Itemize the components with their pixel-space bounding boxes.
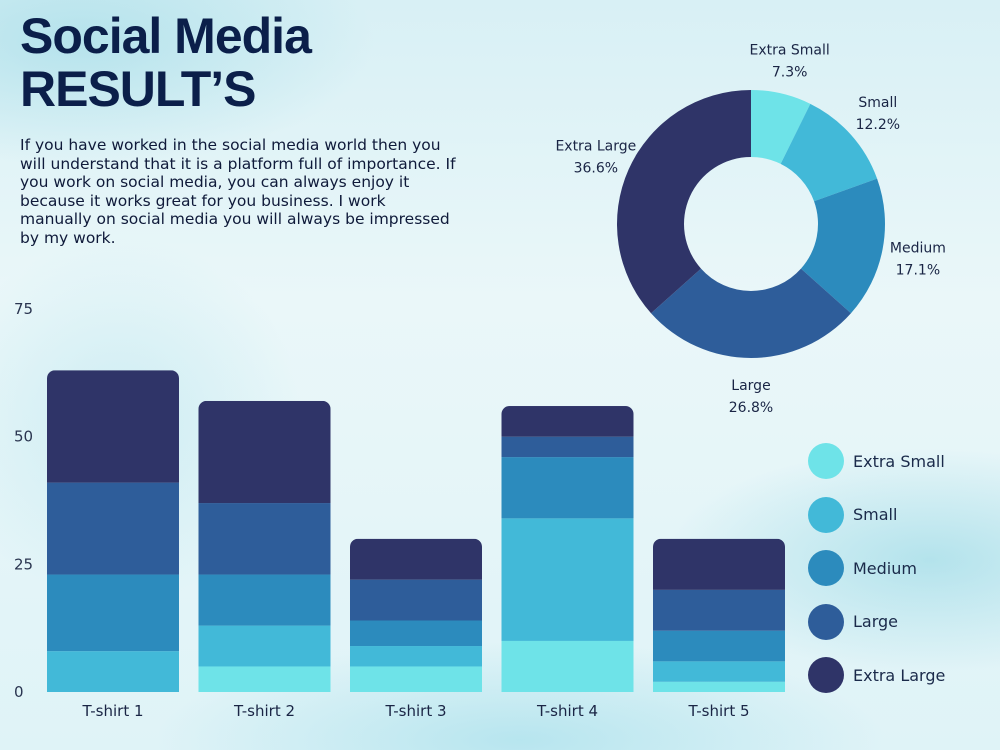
bar-group-t-shirt-2 [198,400,331,692]
legend-swatch [808,603,844,640]
bar-segment-extra-large [198,400,331,504]
slice-value-label: 26.8% [729,400,773,416]
bar-segment-extra-small [350,666,482,692]
slice-name-label: Large [731,378,770,394]
bar-segment-extra-small [198,666,331,692]
legend-label: Small [853,505,898,524]
bar-segment-medium [501,457,634,519]
bar-segment-medium [653,630,785,662]
slice-label-extra-large: Extra Large 36.6% [555,139,636,177]
bar-segment-large [47,482,179,575]
bar-segment-extra-large [501,406,634,437]
slice-label-medium: Medium 17.1% [890,240,946,278]
title-line-1: Social Media [20,8,312,64]
bar-segment-small [198,625,331,667]
bar-segment-large [350,579,482,621]
x-tick-label: T-shirt 5 [687,702,749,720]
bar-group-t-shirt-4 [501,406,634,692]
slice-label-extra-small: Extra Small 7.3% [749,42,829,80]
x-tick-label: T-shirt 2 [233,702,295,720]
bar-segment-extra-large [350,538,482,580]
legend-swatch [808,657,844,693]
bar-segment-small [47,651,179,692]
bar-segment-small [501,518,634,641]
bar-segment-medium [350,620,482,647]
bar-segment-large [501,436,634,458]
description-text: If you have worked in the social media w… [20,136,456,247]
legend-item-large: Large [808,603,945,640]
donut-slice-extra-small [751,90,811,164]
x-tick-label: T-shirt 3 [384,702,446,720]
bar-segment-small [653,661,785,682]
slice-label-small: Small 12.2% [856,95,900,133]
donut-slice-extra-large [616,90,751,314]
donut-slice-large [651,268,851,358]
bar-segment-extra-large [47,370,179,483]
slice-label-large: Large 26.8% [729,378,773,416]
bar-segment-small [350,646,482,667]
bar-segment-large [198,503,331,575]
y-tick-label: 75 [14,300,33,318]
legend-item-extra-small: Extra Small [808,443,945,479]
title-line-2: RESULT’S [20,61,257,117]
bar-group-t-shirt-3 [350,538,482,692]
legend-label: Extra Large [853,665,946,685]
bar-segment-medium [198,574,331,626]
slice-name-label: Extra Large [555,139,636,155]
legend-label: Medium [853,558,917,578]
bar-segment-extra-small [501,640,634,692]
donut-slice-medium [800,178,885,314]
legend-swatch [808,496,844,533]
chart-legend: Extra Small Small Medium Large Extra Large [808,443,945,711]
slice-value-label: 7.3% [772,64,808,80]
slice-value-label: 17.1% [896,262,940,278]
legend-item-small: Small [808,496,945,533]
page-title: Social Media RESULT’S [20,10,440,116]
bar-segment-extra-large [653,538,785,590]
legend-item-medium: Medium [808,550,945,586]
slice-name-label: Extra Small [749,42,829,58]
bar-segment-medium [47,574,179,652]
slice-name-label: Small [858,95,897,111]
legend-label: Large [853,612,899,631]
bar-segment-large [653,589,785,631]
bar-group-t-shirt-5 [653,538,785,692]
bar-segment-extra-small [653,681,785,692]
bar-group-t-shirt-1 [47,370,179,692]
y-tick-label: 50 [14,428,33,446]
legend-swatch [808,550,844,586]
y-tick-label: 0 [14,683,24,701]
slice-name-label: Medium [890,240,946,256]
legend-swatch [808,443,844,479]
slice-value-label: 12.2% [856,117,900,133]
legend-label: Extra Small [853,451,945,471]
y-tick-label: 25 [14,555,33,573]
x-tick-label: T-shirt 4 [536,702,598,720]
donut-slice-small [780,103,878,202]
x-tick-label: T-shirt 1 [81,702,143,720]
slice-value-label: 36.6% [574,161,618,177]
legend-item-extra-large: Extra Large [808,657,945,693]
